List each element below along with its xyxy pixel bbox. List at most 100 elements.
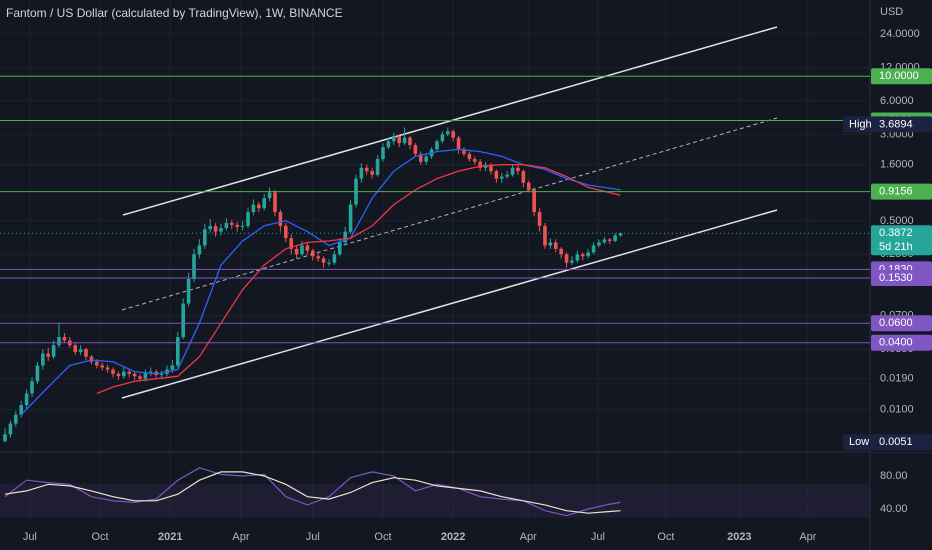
candle-body bbox=[176, 337, 180, 366]
high-tag-value: 3.6894 bbox=[879, 118, 913, 130]
candle-body bbox=[170, 365, 175, 370]
y-tick-label: 0.0100 bbox=[880, 404, 914, 416]
candle-body bbox=[505, 174, 509, 177]
candle-body bbox=[35, 365, 40, 382]
candle-body bbox=[122, 371, 126, 377]
candle-body bbox=[138, 376, 142, 379]
candle-body bbox=[332, 254, 337, 263]
currency: USD bbox=[880, 6, 903, 18]
candle-body bbox=[300, 245, 304, 255]
candle-body bbox=[370, 171, 374, 175]
x-tick-label: Jul bbox=[591, 531, 605, 543]
candle-body bbox=[246, 212, 250, 226]
candle-body bbox=[229, 222, 234, 225]
chart-title: Fantom / US Dollar (calculated by Tradin… bbox=[6, 6, 343, 20]
candle-body bbox=[343, 231, 347, 243]
candle-body bbox=[375, 159, 380, 175]
candle-body bbox=[359, 167, 364, 179]
candle-body bbox=[532, 189, 536, 213]
candle-body bbox=[397, 135, 401, 144]
x-tick-label: 2021 bbox=[158, 531, 182, 543]
candle-body bbox=[408, 137, 412, 146]
candle-body bbox=[24, 393, 29, 406]
candle-body bbox=[116, 373, 121, 377]
candle-body bbox=[516, 167, 520, 172]
grid bbox=[0, 0, 870, 522]
candle-body bbox=[89, 356, 94, 362]
rsi-tick-label: 40.00 bbox=[880, 503, 908, 515]
candle-body bbox=[3, 434, 7, 442]
candle-body bbox=[613, 235, 617, 241]
last-price-label: 0.3872 bbox=[879, 227, 913, 239]
candle-body bbox=[553, 242, 558, 249]
candle-body bbox=[251, 204, 256, 213]
candle-body bbox=[381, 147, 385, 160]
y-tick-label: 24.0000 bbox=[880, 28, 920, 40]
candle-body bbox=[451, 131, 455, 138]
x-tick-label: Jul bbox=[306, 531, 320, 543]
candle-body bbox=[386, 141, 391, 148]
low-tag-value: 0.0051 bbox=[879, 436, 913, 448]
candle-body bbox=[413, 145, 418, 154]
moving-average bbox=[96, 164, 621, 395]
candle-body bbox=[267, 192, 272, 199]
level-label: 0.0400 bbox=[879, 337, 913, 349]
y-tick-label: 1.6000 bbox=[880, 159, 914, 171]
candle-body bbox=[462, 149, 466, 154]
candle-body bbox=[424, 156, 428, 162]
candle-body bbox=[46, 353, 51, 357]
trend-line bbox=[122, 26, 778, 216]
level-box bbox=[871, 270, 932, 287]
candle-body bbox=[256, 204, 261, 209]
candle-body bbox=[305, 245, 310, 251]
x-tick-label: Apr bbox=[799, 531, 816, 543]
candle-body bbox=[62, 337, 67, 341]
rsi-line bbox=[4, 467, 621, 517]
candle-body bbox=[467, 153, 472, 160]
candle-body bbox=[364, 167, 369, 172]
candle-body bbox=[100, 365, 105, 368]
candle-body bbox=[51, 345, 56, 357]
candle-body bbox=[618, 233, 623, 236]
candle-body bbox=[289, 238, 293, 249]
x-tick-label: Jul bbox=[23, 531, 37, 543]
high-tag-bg bbox=[843, 116, 932, 133]
candle-body bbox=[489, 164, 493, 172]
plot bbox=[0, 75, 870, 443]
candle-body bbox=[294, 248, 299, 255]
candle-body bbox=[559, 248, 563, 255]
level-label: 0.0600 bbox=[879, 317, 913, 329]
moving-average bbox=[20, 148, 621, 416]
candle-body bbox=[418, 153, 423, 162]
candle-body bbox=[591, 245, 596, 253]
trend-line bbox=[121, 209, 778, 399]
candle-body bbox=[472, 159, 477, 162]
candle-body bbox=[391, 135, 396, 142]
candle-body bbox=[111, 369, 115, 374]
candle-body bbox=[132, 373, 137, 377]
level-box bbox=[871, 183, 932, 200]
candle-body bbox=[564, 254, 569, 263]
candle-body bbox=[213, 225, 218, 232]
candle-body bbox=[283, 225, 288, 239]
high-tag-name: High bbox=[849, 118, 872, 130]
x-tick-label: Apr bbox=[520, 531, 537, 543]
candle-body bbox=[84, 349, 88, 357]
level-label: 0.9156 bbox=[879, 186, 913, 198]
candle-body bbox=[348, 204, 353, 232]
candle-body bbox=[499, 176, 504, 179]
candle-body bbox=[435, 141, 439, 150]
candle-body bbox=[321, 258, 326, 263]
candle-body bbox=[181, 303, 186, 338]
candle-body bbox=[597, 242, 601, 246]
low-tag-name: Low bbox=[849, 436, 869, 448]
candle-body bbox=[510, 167, 515, 175]
candle-body bbox=[607, 239, 612, 241]
x-tick-label: Oct bbox=[657, 531, 674, 543]
rsi-line bbox=[4, 471, 621, 514]
candle-body bbox=[586, 252, 590, 257]
candle-body bbox=[440, 134, 445, 142]
candle-body bbox=[192, 254, 196, 279]
candle-body bbox=[159, 373, 164, 376]
